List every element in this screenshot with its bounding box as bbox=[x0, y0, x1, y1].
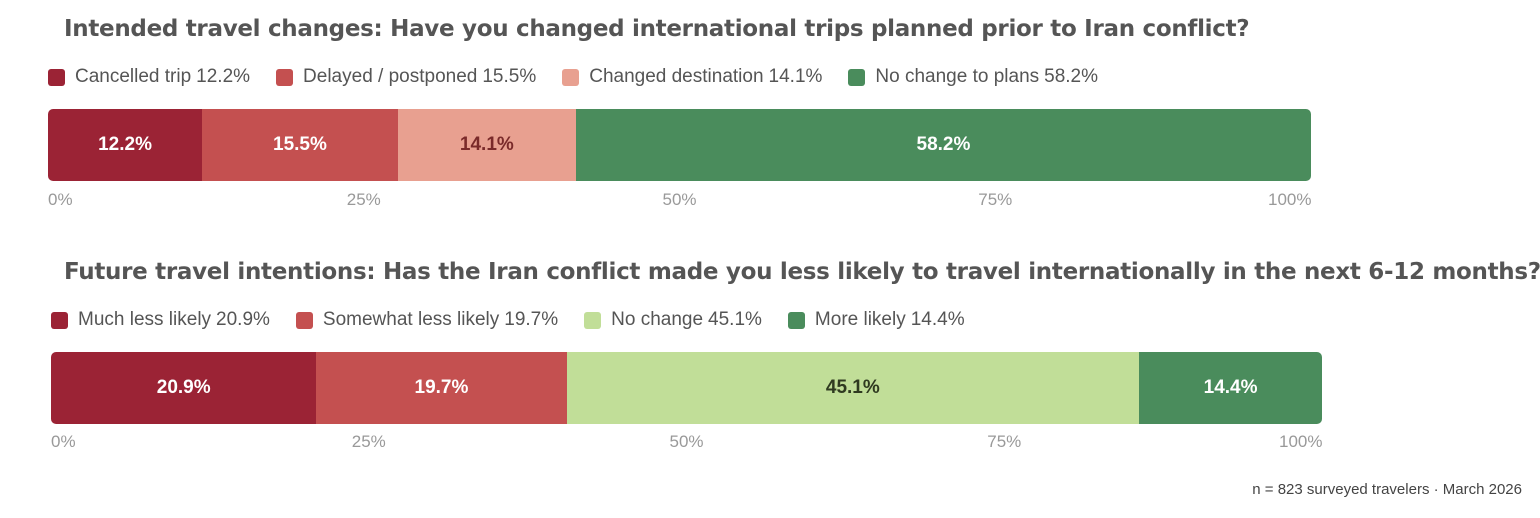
x-tick-label: 25% bbox=[351, 432, 386, 451]
legend-label: Delayed / postponed bbox=[303, 66, 478, 87]
legend-item-more-likely: More likely 14.4% bbox=[787, 309, 965, 331]
bar-segment-delayed-postponed: 15.5% bbox=[202, 109, 398, 181]
legend-item-changed-destination: Changed destination 14.1% bbox=[562, 66, 822, 88]
legend-item-no-change-to-plans: No change to plans 58.2% bbox=[848, 66, 1098, 88]
legend-swatch bbox=[48, 68, 65, 86]
x-tick-label: 75% bbox=[987, 432, 1022, 451]
legend-swatch bbox=[51, 311, 68, 329]
footnote: n = 823 surveyed travelers · March 2026 bbox=[1252, 481, 1522, 498]
legend-label: No change to plans bbox=[875, 66, 1040, 87]
legend-value: 15.5% bbox=[482, 66, 537, 87]
data-label: 58.2% bbox=[916, 134, 971, 155]
legend-swatch bbox=[276, 68, 294, 86]
data-label: 20.9% bbox=[156, 377, 211, 398]
data-label: 14.4% bbox=[1203, 377, 1258, 398]
data-label: 12.2% bbox=[98, 134, 152, 155]
chart-legend: Much less likely 20.9% Somewhat less likel… bbox=[51, 309, 991, 331]
legend-swatch bbox=[295, 311, 313, 329]
x-tick-label: 100% bbox=[1268, 190, 1312, 209]
legend-label: Changed destination bbox=[589, 66, 764, 87]
legend-label: More likely bbox=[814, 309, 906, 330]
bar-segment-changed-destination: 14.1% bbox=[397, 109, 576, 181]
legend-item-much-less-likely: Much less likely 20.9% bbox=[51, 309, 270, 331]
legend-value: 19.7% bbox=[504, 309, 559, 330]
x-tick-label: 50% bbox=[662, 190, 697, 209]
x-tick-label: 0% bbox=[48, 190, 73, 209]
data-label: 19.7% bbox=[414, 377, 469, 398]
x-tick-label: 25% bbox=[346, 190, 381, 209]
legend-value: 45.1% bbox=[708, 309, 762, 330]
legend-label: No change bbox=[611, 309, 704, 330]
x-tick-label: 0% bbox=[51, 432, 76, 451]
legend-item-no-change: No change 45.1% bbox=[584, 309, 762, 331]
legend-item-somewhat-less-likely: Somewhat less likely 19.7% bbox=[295, 309, 559, 331]
x-tick-label: 75% bbox=[978, 190, 1013, 209]
x-tick-label: 50% bbox=[669, 432, 704, 451]
bar-segment-no-change: 45.1% bbox=[566, 352, 1140, 424]
data-label: 15.5% bbox=[273, 134, 327, 155]
legend-swatch bbox=[848, 68, 866, 86]
legend-value: 20.9% bbox=[216, 309, 270, 330]
data-label: 45.1% bbox=[825, 377, 880, 398]
legend-label: Much less likely bbox=[78, 309, 212, 330]
data-label: 14.1% bbox=[459, 134, 514, 155]
legend-swatch bbox=[562, 68, 580, 86]
legend-item-cancelled-trip: Cancelled trip 12.2% bbox=[48, 66, 250, 88]
legend-swatch bbox=[787, 311, 805, 329]
legend-label: Cancelled trip bbox=[75, 66, 192, 87]
legend-value: 58.2% bbox=[1044, 66, 1099, 87]
bar-segment-cancelled-trip: 12.2% bbox=[48, 109, 203, 181]
bar-segment-more-likely: 14.4% bbox=[1139, 352, 1322, 424]
x-tick-label: 100% bbox=[1279, 432, 1323, 451]
legend-value: 14.1% bbox=[768, 66, 823, 87]
stacked-bar: 12.2% 15.5% 14.1% 58.2% bbox=[48, 109, 1311, 181]
chart-title: Intended travel changes: Have you change… bbox=[64, 16, 1250, 42]
bar-segment-no-change-to-plans: 58.2% bbox=[575, 109, 1311, 181]
legend-value: 12.2% bbox=[196, 66, 251, 87]
legend-value: 14.4% bbox=[910, 309, 965, 330]
chart-title: Future travel intentions: Has the Iran c… bbox=[64, 259, 1540, 285]
legend-item-delayed-postponed: Delayed / postponed 15.5% bbox=[276, 66, 536, 88]
chart-legend: Cancelled trip 12.2% Delayed / postponed 15… bbox=[48, 66, 1124, 88]
stacked-bar: 20.9% 19.7% 45.1% 14.4% bbox=[51, 352, 1322, 424]
bar-segment-much-less-likely: 20.9% bbox=[51, 352, 317, 424]
legend-label: Somewhat less likely bbox=[322, 309, 500, 330]
bar-segment-somewhat-less-likely: 19.7% bbox=[316, 352, 567, 424]
legend-swatch bbox=[584, 311, 602, 329]
